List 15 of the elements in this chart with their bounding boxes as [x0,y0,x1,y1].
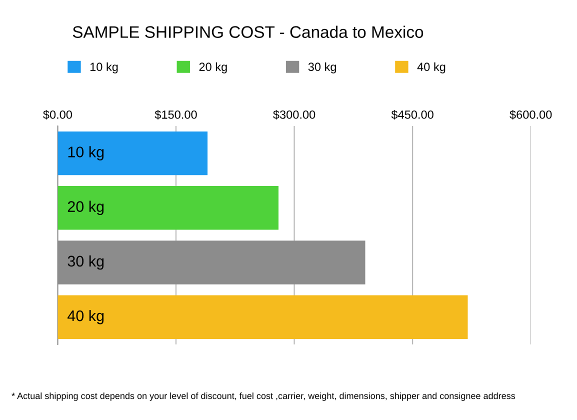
legend-label: 40 kg [417,62,446,74]
x-tick-label: $450.00 [391,110,434,120]
x-tick-label: $300.00 [273,110,316,120]
legend-label: 10 kg [90,62,118,74]
x-tick-label: $150.00 [154,110,197,120]
chart-title: SAMPLE SHIPPING COST - Canada to Mexico [72,26,424,38]
y-tick-label: 30 kg [68,255,104,270]
legend-label: 20 kg [199,62,227,74]
y-tick-label: 20 kg [68,200,104,216]
legend-label: 30 kg [308,62,336,74]
text: * Actual shipping cost depends on your level of discount, fuel cost ,carrier, weight, dimensions, shipper and consignee address [12,392,516,401]
y-tick-label: 10 kg [68,146,104,160]
x-tick-label: $0.00 [43,110,72,120]
y-tick-label: 40 kg [68,310,104,324]
x-tick-label: $600.00 [510,110,552,120]
